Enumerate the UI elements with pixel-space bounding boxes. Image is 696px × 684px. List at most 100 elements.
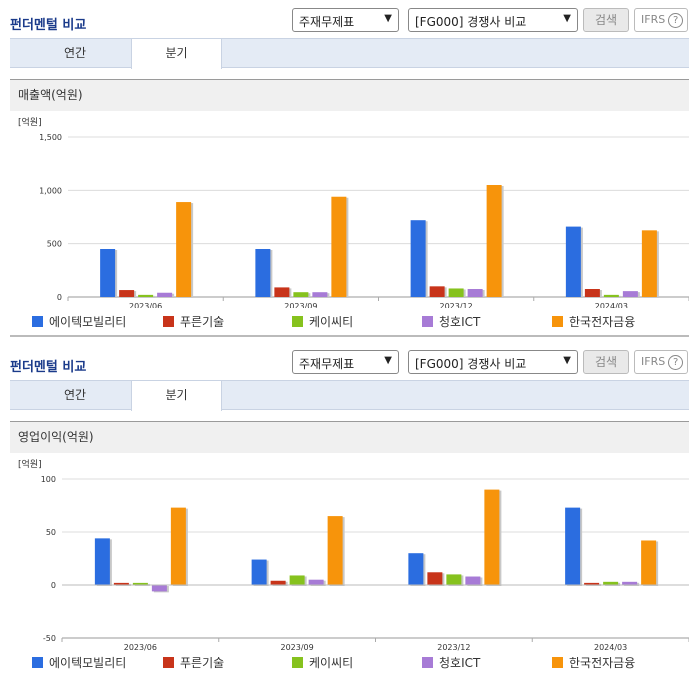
legend-item[interactable]: 청호ICT bbox=[422, 654, 480, 671]
bar[interactable] bbox=[603, 581, 619, 585]
revenue-chart-svg: [억원] 0 500 1,000 1,500 2023/06 2023/09 2023/12 2… bbox=[18, 116, 690, 311]
tab-annual[interactable]: 연간 bbox=[63, 388, 87, 402]
legend-swatch bbox=[422, 657, 433, 668]
bar[interactable] bbox=[565, 507, 581, 585]
y-tick-label: 0 bbox=[57, 293, 62, 302]
legend-swatch bbox=[422, 316, 433, 327]
statement-select-value: 주재무제표 bbox=[299, 15, 355, 29]
y-tick-label: -50 bbox=[43, 634, 56, 643]
legend-swatch bbox=[163, 657, 174, 668]
bar[interactable] bbox=[446, 574, 462, 585]
bar[interactable] bbox=[486, 185, 502, 297]
bar[interactable] bbox=[410, 220, 426, 297]
x-tick-label: 2023/12 bbox=[437, 643, 470, 652]
legend-swatch bbox=[292, 316, 303, 327]
bar[interactable] bbox=[467, 289, 483, 297]
bar[interactable] bbox=[132, 582, 148, 585]
legend-item[interactable]: 에이텍모빌리티 bbox=[32, 313, 126, 330]
bar[interactable] bbox=[255, 249, 271, 297]
legend-item[interactable]: 한국전자금융 bbox=[552, 654, 635, 671]
statement-select[interactable]: 주재무제표 ▼ bbox=[292, 350, 399, 374]
bar[interactable] bbox=[100, 249, 116, 297]
bar[interactable] bbox=[584, 289, 600, 297]
tab-quarterly[interactable]: 분기 bbox=[131, 39, 222, 69]
bar[interactable] bbox=[622, 581, 638, 585]
bar[interactable] bbox=[331, 196, 347, 297]
bar[interactable] bbox=[327, 516, 343, 585]
group-select[interactable]: [FG000] 경쟁사 비교 ▼ bbox=[408, 8, 578, 32]
bar[interactable] bbox=[274, 287, 290, 297]
bar[interactable] bbox=[270, 580, 286, 585]
bar[interactable] bbox=[289, 575, 305, 585]
legend-swatch bbox=[292, 657, 303, 668]
bar[interactable] bbox=[565, 226, 581, 297]
bar[interactable] bbox=[448, 288, 464, 297]
legend-swatch bbox=[552, 657, 563, 668]
legend-label: 케이씨티 bbox=[309, 656, 354, 670]
bar[interactable] bbox=[429, 286, 445, 297]
legend-label: 한국전자금융 bbox=[569, 656, 636, 670]
page-title: 펀더멘털 비교 bbox=[10, 18, 87, 33]
bar[interactable] bbox=[312, 292, 328, 297]
legend-item[interactable]: 케이씨티 bbox=[292, 313, 353, 330]
chevron-down-icon: ▼ bbox=[563, 13, 571, 24]
bar[interactable] bbox=[584, 582, 600, 585]
x-tick-label: 2023/06 bbox=[124, 643, 157, 652]
bar[interactable] bbox=[622, 291, 638, 297]
y-tick-label: 500 bbox=[47, 240, 62, 249]
bar[interactable] bbox=[138, 294, 154, 297]
chevron-down-icon: ▼ bbox=[384, 355, 392, 366]
legend-swatch bbox=[32, 657, 43, 668]
legend-item[interactable]: 푸른기술 bbox=[163, 313, 224, 330]
legend-item[interactable]: 한국전자금융 bbox=[552, 313, 635, 330]
ifrs-button[interactable]: IFRS? bbox=[634, 350, 688, 374]
legend-item[interactable]: 에이텍모빌리티 bbox=[32, 654, 126, 671]
bar[interactable] bbox=[641, 540, 657, 585]
search-button[interactable]: 검색 bbox=[583, 350, 629, 374]
group-select-value: [FG000] 경쟁사 비교 bbox=[415, 357, 527, 371]
bar[interactable] bbox=[308, 579, 324, 585]
bar[interactable] bbox=[157, 292, 173, 297]
bar[interactable] bbox=[641, 230, 657, 297]
bar[interactable] bbox=[427, 572, 443, 585]
group-select[interactable]: [FG000] 경쟁사 비교 ▼ bbox=[408, 350, 578, 374]
legend-label: 청호ICT bbox=[439, 315, 481, 329]
chart-title: 매출액(억원) bbox=[10, 79, 689, 111]
y-tick-label: 1,000 bbox=[39, 186, 62, 195]
operating-profit-chart: [억원] -50 0 50 100 2023/06 2023/09 2023/12 2024/0… bbox=[10, 455, 690, 653]
bar[interactable] bbox=[119, 290, 135, 297]
bar[interactable] bbox=[170, 507, 186, 585]
bar[interactable] bbox=[251, 559, 267, 585]
y-tick-label: 0 bbox=[51, 581, 56, 590]
legend-label: 에이텍모빌리티 bbox=[49, 315, 127, 329]
panel-revenue: 펀더멘털 비교 주재무제표 ▼ [FG000] 경쟁사 비교 ▼ 검색 IFRS… bbox=[10, 8, 690, 337]
period-tabs: 연간 분기 bbox=[10, 380, 689, 411]
help-icon: ? bbox=[668, 13, 684, 28]
tab-quarterly[interactable]: 분기 bbox=[131, 381, 222, 411]
bar[interactable] bbox=[408, 553, 424, 585]
search-button[interactable]: 검색 bbox=[583, 8, 629, 32]
bar[interactable] bbox=[113, 582, 129, 585]
legend-label: 에이텍모빌리티 bbox=[49, 656, 127, 670]
group-select-value: [FG000] 경쟁사 비교 bbox=[415, 15, 527, 29]
bar[interactable] bbox=[603, 294, 619, 297]
statement-select-value: 주재무제표 bbox=[299, 357, 355, 371]
bar[interactable] bbox=[465, 576, 481, 585]
statement-select[interactable]: 주재무제표 ▼ bbox=[292, 8, 399, 32]
bar[interactable] bbox=[484, 489, 500, 585]
revenue-chart: [억원] 0 500 1,000 1,500 2023/06 2023/09 2023/12 2… bbox=[10, 113, 690, 311]
operating-profit-chart-svg: [억원] -50 0 50 100 2023/06 2023/09 2023/12 2024/0… bbox=[18, 458, 690, 652]
operating-profit-legend: 에이텍모빌리티 푸른기술 케이씨티 청호ICT 한국전자금융 bbox=[10, 652, 689, 672]
bar[interactable] bbox=[176, 202, 192, 297]
divider bbox=[10, 335, 689, 337]
bar[interactable] bbox=[293, 292, 309, 297]
legend-item[interactable]: 청호ICT bbox=[422, 313, 480, 330]
tab-annual[interactable]: 연간 bbox=[63, 46, 87, 60]
legend-item[interactable]: 푸른기술 bbox=[163, 654, 224, 671]
bar[interactable] bbox=[151, 585, 167, 592]
ifrs-button[interactable]: IFRS? bbox=[634, 8, 688, 32]
legend-swatch bbox=[163, 316, 174, 327]
page-title: 펀더멘털 비교 bbox=[10, 360, 87, 375]
bar[interactable] bbox=[94, 538, 110, 585]
legend-item[interactable]: 케이씨티 bbox=[292, 654, 353, 671]
